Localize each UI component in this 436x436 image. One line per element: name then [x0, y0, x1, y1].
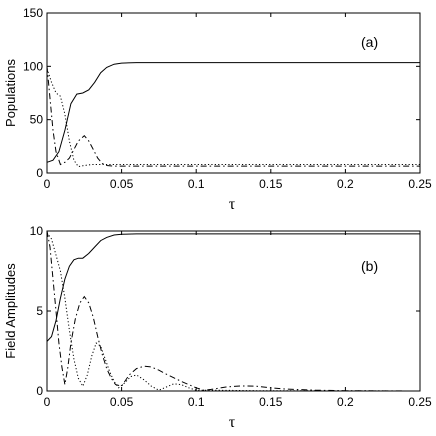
- panel-a-dashdot-line: [46, 66, 420, 167]
- panel-a-dotted-line: [46, 68, 420, 168]
- panel-b-x-tick-label: 0.05: [110, 395, 134, 409]
- panel-a-x-axis-label: τ: [229, 196, 236, 213]
- panel-a-x-tick-label: 0.2: [337, 177, 354, 191]
- panel-b-dashdot-line: [46, 230, 421, 392]
- panel-b-x-tick-label: 0.25: [408, 395, 432, 409]
- panel-a-x-tick-label: 0: [44, 177, 51, 191]
- panel-b-plot-frame: [46, 230, 421, 392]
- panel-a-x-tick-label: 0.1: [188, 177, 205, 191]
- panel-a-y-tick-label: 100: [23, 59, 43, 73]
- panel-a-ticks: 0 0.05 0.1 0.15 0.2 0.25 0 50 100 150: [23, 6, 432, 191]
- panel-a-series: [46, 62, 420, 168]
- panel-a-x-tick-label: 0.15: [259, 177, 283, 191]
- panel-a-x-tick-label: 0.25: [408, 177, 432, 191]
- panel-b-solid-line: [46, 233, 420, 342]
- panel-a-y-tick-label: 150: [23, 6, 43, 20]
- panel-a-chart: 0 0.05 0.1 0.15 0.2 0.25 0 50 100 150 (a) τ Popul…: [3, 6, 432, 213]
- panel-a-y-tick-label: 50: [30, 113, 44, 127]
- panel-a-label: (a): [361, 34, 378, 50]
- panel-b-chart: 0 0.05 0.1 0.15 0.2 0.25 0 5 10 (b) τ Field Ampl…: [3, 224, 432, 431]
- panel-a-y-axis-label: Populations: [3, 59, 18, 127]
- panel-b-label: (b): [361, 258, 378, 274]
- panel-a-x-tick-label: 0.05: [110, 177, 134, 191]
- panel-b-y-tick-label: 10: [30, 224, 44, 238]
- panel-a-plot-frame: [46, 12, 421, 174]
- panel-b-x-tick-label: 0.1: [188, 395, 205, 409]
- panel-b-x-tick-label: 0.15: [259, 395, 283, 409]
- panel-b-x-tick-label: 0: [44, 395, 51, 409]
- panel-b-x-axis-label: τ: [229, 414, 236, 431]
- panel-b-ticks: 0 0.05 0.1 0.15 0.2 0.25 0 5 10: [30, 224, 432, 409]
- panel-a-solid-line: [46, 62, 420, 163]
- panel-b-y-axis-label: Field Amplitudes: [3, 263, 18, 359]
- panel-a-y-tick-label: 0: [36, 166, 43, 180]
- panel-b-y-tick-label: 5: [36, 304, 43, 318]
- panel-b-series: [46, 230, 421, 392]
- panel-b-y-tick-label: 0: [36, 384, 43, 398]
- panel-b-dotted-line: [46, 232, 421, 392]
- panel-b-x-tick-label: 0.2: [337, 395, 354, 409]
